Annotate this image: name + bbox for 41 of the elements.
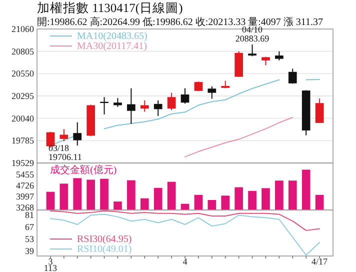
- candlestick: [248, 44, 256, 57]
- y-tick-label: 20040: [12, 113, 34, 124]
- x-tick-label: 4/17: [312, 256, 328, 266]
- legend-label: RSI10(49.01): [77, 244, 132, 255]
- y-tick-label: 19529: [12, 158, 34, 168]
- y-tick-label: 20805: [12, 46, 34, 56]
- chart-subtitle: 開:19986.62 高:20264.99 低:19986.62 收:20213.33 量:4097 漲 311.37: [37, 16, 324, 28]
- y-tick-label: 53: [25, 234, 34, 244]
- line-series: [184, 116, 294, 158]
- candlestick: [234, 50, 243, 78]
- y-tick-label: 19785: [12, 136, 34, 146]
- y-tick-label: 21060: [12, 24, 34, 34]
- x-tick-label: 4: [182, 256, 188, 266]
- candlestick: [275, 50, 284, 61]
- legend-label: RSI30(64.95): [77, 234, 132, 245]
- legend-label: MA30(20117.41): [77, 41, 147, 52]
- y-tick-label: 67: [25, 222, 34, 232]
- y-tick-label: 4726: [16, 180, 34, 190]
- y-tick-label: 39: [25, 246, 34, 256]
- candlestick: [208, 86, 216, 100]
- candlestick: [288, 68, 297, 84]
- candlestick: [167, 92, 176, 111]
- chart-title: 加權指數 1130417(日線圖): [37, 1, 183, 15]
- y-tick-label: 5455: [16, 169, 34, 180]
- legend-label: MA10(20483.65): [77, 31, 148, 42]
- candlestick: [73, 122, 82, 146]
- x-tick-label: 3: [48, 256, 54, 266]
- line-series: [50, 214, 320, 256]
- y-tick-label: 3997: [16, 191, 34, 202]
- y-tick-label: 20295: [12, 90, 34, 101]
- candlestick: [127, 88, 136, 124]
- candlestick: [60, 128, 68, 142]
- candlestick: [315, 98, 324, 124]
- y-tick-label: 81: [25, 210, 34, 220]
- annotation: 03/18 19706.11: [48, 143, 82, 162]
- y-tick-label: 20550: [12, 68, 34, 79]
- candlestick: [154, 100, 162, 117]
- series-label: 成交金額(億元): [50, 164, 117, 176]
- candlestick: [140, 100, 149, 112]
- candlestick: [180, 88, 190, 104]
- y-tick-label: 3268: [16, 202, 34, 212]
